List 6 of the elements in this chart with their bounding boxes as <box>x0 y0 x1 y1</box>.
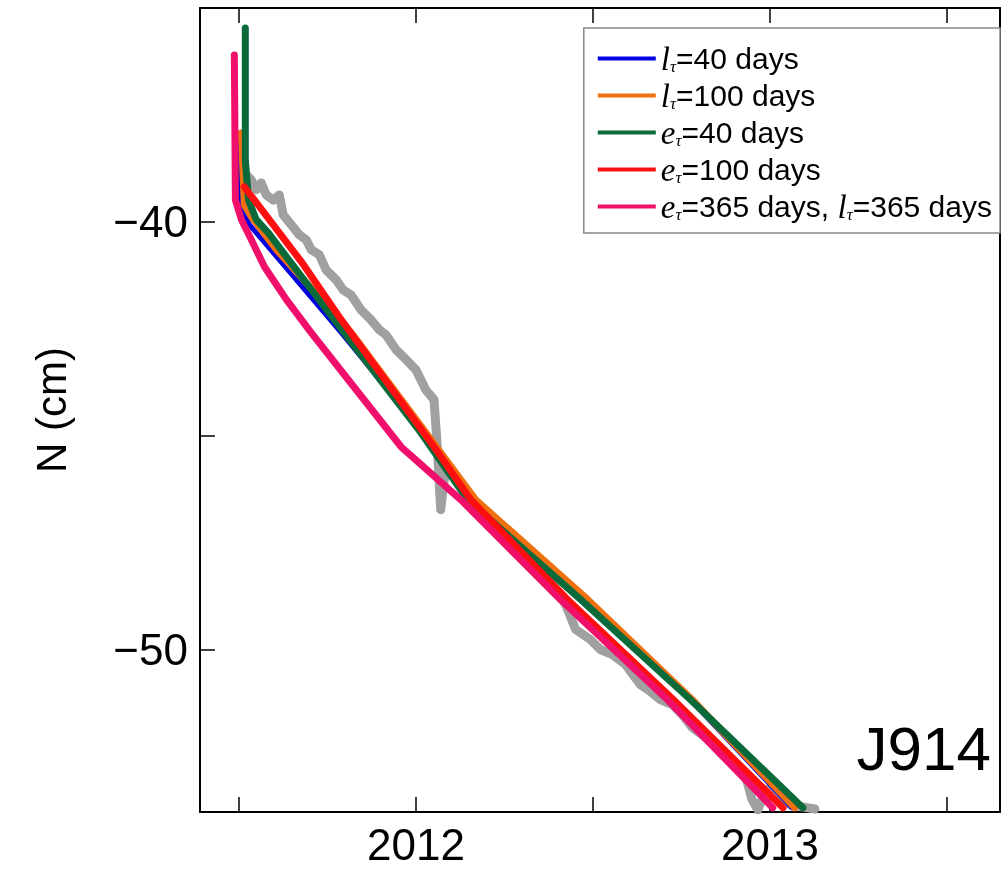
y-axis-title: N (cm) <box>27 347 75 473</box>
y-tick-label: −40 <box>113 197 188 247</box>
y-tick-label: −50 <box>113 624 188 674</box>
x-tick-label: 2013 <box>720 819 819 869</box>
annotation: J914 <box>856 713 992 783</box>
x-tick-label: 2012 <box>366 819 465 869</box>
